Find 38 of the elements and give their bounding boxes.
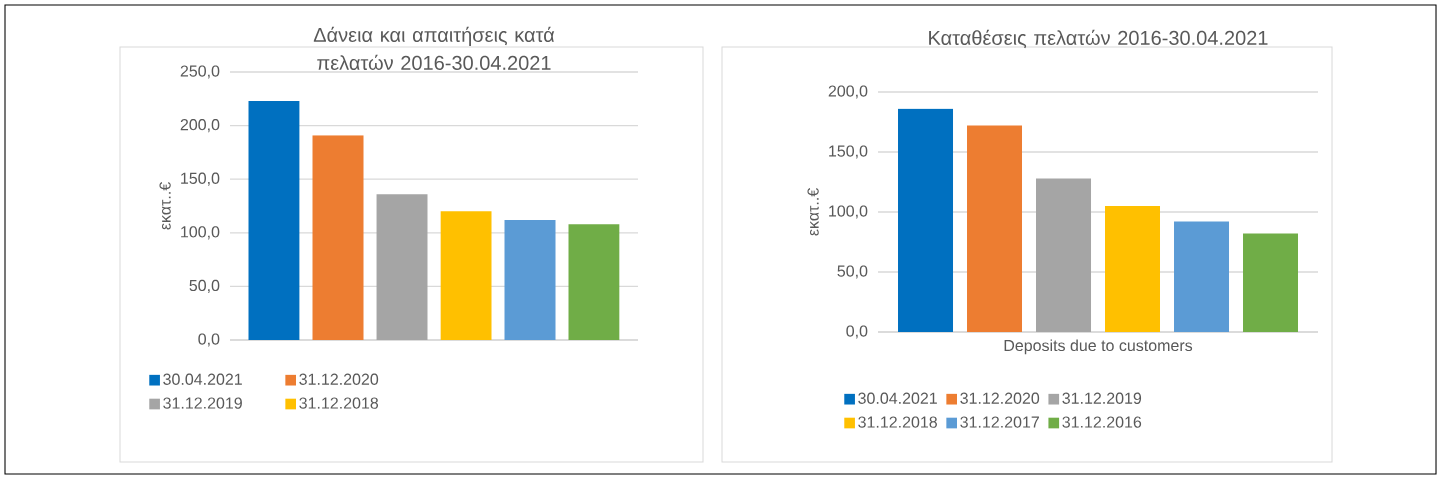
y-tick-label: 150,0 <box>829 145 868 159</box>
legend-label: 31.12.2019 <box>1062 392 1142 404</box>
y-tick-label: 100,0 <box>829 205 868 219</box>
chart-title: Καταθέσεις πελατών 2016-30.04.2021 <box>929 29 1268 49</box>
x-tick-label: Deposits due to customers <box>1004 339 1193 355</box>
y-tick-label: 50,0 <box>837 265 868 279</box>
bar <box>376 194 428 340</box>
legend-label: 30.04.2021 <box>858 392 937 404</box>
bar <box>898 108 954 332</box>
y-tick-label: 150,0 <box>181 172 220 186</box>
bar <box>312 135 364 340</box>
legend-label: 30.04.2021 <box>163 373 242 385</box>
legend-label: 31.12.2016 <box>1062 416 1142 428</box>
bar <box>1105 206 1161 332</box>
y-tick-label: 100,0 <box>181 226 220 240</box>
bar <box>1243 233 1299 332</box>
y-tick-label: 250,0 <box>180 65 220 79</box>
bar <box>1174 221 1230 332</box>
y-tick-label: 200,0 <box>828 85 868 99</box>
bar <box>1036 178 1092 332</box>
bar <box>568 224 620 340</box>
y-tick-label: 0,0 <box>198 333 220 347</box>
bar <box>967 125 1023 332</box>
bar <box>440 211 492 340</box>
legend-label: 31.12.2017 <box>960 416 1039 428</box>
y-tick-label: 0,0 <box>846 325 868 339</box>
chart-title: Δάνεια και απαιτήσεις κατά πελατών 2016-30.04.2021 <box>313 26 555 70</box>
legend-label: 31.12.2020 <box>960 392 1040 404</box>
legend-label: 31.12.2020 <box>299 373 379 385</box>
bar <box>248 100 300 340</box>
y-axis-title: εκατ..€ <box>159 182 171 230</box>
bar <box>504 219 556 340</box>
legend-label: 31.12.2019 <box>163 397 242 409</box>
y-tick-label: 200,0 <box>180 119 220 133</box>
legend-label: 31.12.2018 <box>858 416 937 428</box>
legend-label: 31.12.2018 <box>299 397 379 409</box>
y-axis-title: εκατ..€ <box>807 188 819 236</box>
y-tick-label: 50,0 <box>189 279 220 294</box>
